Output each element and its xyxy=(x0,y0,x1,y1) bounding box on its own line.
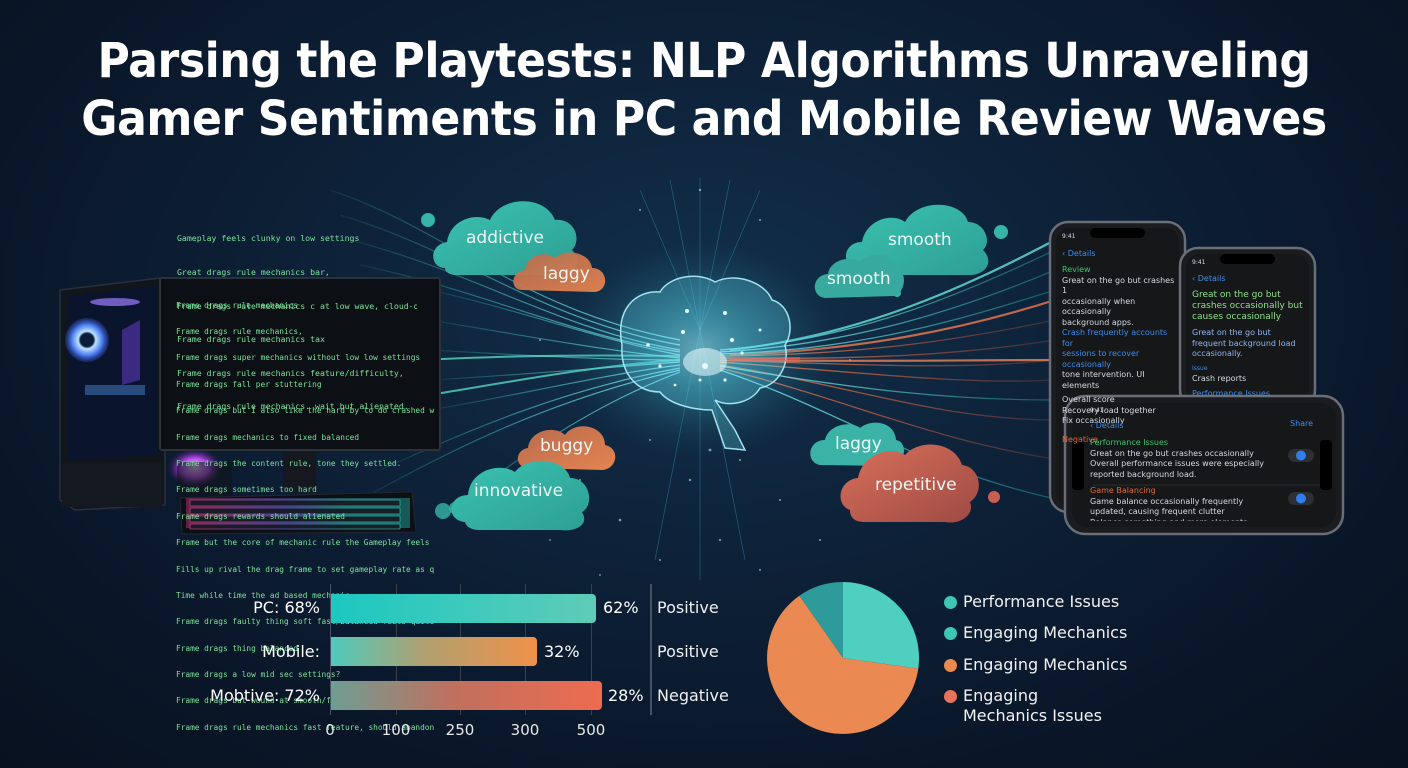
bar-value-label: 32% xyxy=(544,642,580,661)
bar-value-label: 62% xyxy=(603,598,639,617)
legend-dot-icon xyxy=(944,627,957,640)
cloud-label-smooth-2: smooth xyxy=(827,269,891,289)
bar-value-label: 28% xyxy=(608,686,644,705)
x-tick: 100 xyxy=(381,721,411,739)
gridline xyxy=(591,584,592,715)
x-tick: 0 xyxy=(325,721,335,739)
cloud-laggy-top xyxy=(513,252,606,292)
phone-1-screen: 9:41 ‹ Details Review Great on the go bu… xyxy=(1062,232,1177,502)
cloud-innovative xyxy=(435,460,590,531)
bar-category-label: Mobtive: 72% xyxy=(210,686,320,705)
cloud-repetitive xyxy=(840,444,1000,523)
cloud-label-laggy-top: laggy xyxy=(543,264,590,284)
phone-1-back-link[interactable]: ‹ Details xyxy=(1062,248,1096,258)
monitor-terminal-text: Frame drags rule mechanics Frame drags r… xyxy=(176,300,434,732)
page-title: Parsing the Playtests: NLP Algorithms Un… xyxy=(56,32,1351,148)
bar-sentiment-label: Positive xyxy=(657,642,719,661)
phone-3-toggle-2[interactable] xyxy=(1288,492,1314,505)
legend-item: Performance Issues xyxy=(944,592,1119,612)
phone-2-screen: 9:41 ‹ Details Great on the go but crash… xyxy=(1192,259,1303,396)
phone-3-share-button[interactable]: Share xyxy=(1290,419,1314,428)
gridline xyxy=(330,584,331,715)
pie-slice-performance-issues xyxy=(843,582,920,669)
cloud-label-repetitive: repetitive xyxy=(875,475,957,495)
phone-2-back-link[interactable]: ‹ Details xyxy=(1192,273,1226,283)
brain-icon xyxy=(560,240,840,460)
bar-mobile xyxy=(331,637,537,666)
legend-dot-icon xyxy=(944,659,957,672)
phone-3-screen: 9:41 ‹ Details Performance Issues Great … xyxy=(1090,407,1265,521)
cloud-label-buggy: buggy xyxy=(540,436,594,456)
cloud-label-smooth-1: smooth xyxy=(888,230,952,250)
terminal-top-text: Gameplay feels clunky on low settings Gr… xyxy=(177,233,417,412)
cloud-label-laggy-bottom: laggy xyxy=(835,434,882,454)
legend-item: Engaging Mechanics Issues xyxy=(944,686,1124,726)
legend-item: Engaging Mechanics xyxy=(944,623,1127,643)
legend-dot-icon xyxy=(944,690,957,703)
pc-tower-icon xyxy=(59,277,166,511)
phone-3-back-link[interactable]: ‹ Details xyxy=(1090,420,1124,430)
cloud-label-addictive: addictive xyxy=(466,228,544,248)
cloud-smooth-2 xyxy=(814,254,904,298)
pie-slice-engaging-mechanics xyxy=(767,595,919,734)
bar-mobtive xyxy=(331,681,602,710)
title-line-1: Parsing the Playtests: NLP Algorithms Un… xyxy=(97,33,1311,89)
bar-category-label: Mobile: xyxy=(262,642,320,661)
bar-sentiment-label: Positive xyxy=(657,598,719,617)
sentiment-divider xyxy=(650,584,652,715)
x-tick: 500 xyxy=(576,721,606,739)
monitor-icon xyxy=(159,277,441,502)
cloud-buggy xyxy=(517,426,616,470)
legend-dot-icon xyxy=(944,596,957,609)
legend-item: Engaging Mechanics xyxy=(944,655,1127,675)
cloud-label-innovative: innovative xyxy=(474,481,564,501)
title-line-2: Gamer Sentiments in PC and Mobile Review… xyxy=(81,91,1327,147)
bar-category-label: PC: 68% xyxy=(253,598,320,617)
phone-3-icon xyxy=(1063,394,1345,536)
pie-chart xyxy=(767,581,920,734)
phone-3-toggle-1[interactable] xyxy=(1288,449,1314,462)
bar-sentiment-label: Negative xyxy=(657,686,729,705)
keyboard-icon xyxy=(179,491,417,535)
x-tick: 300 xyxy=(510,721,540,739)
pie-slice-engaging-mechanics-issues xyxy=(799,581,843,658)
bar-pc xyxy=(331,594,596,623)
x-tick: 250 xyxy=(445,721,475,739)
phone-2-icon xyxy=(1178,246,1317,410)
